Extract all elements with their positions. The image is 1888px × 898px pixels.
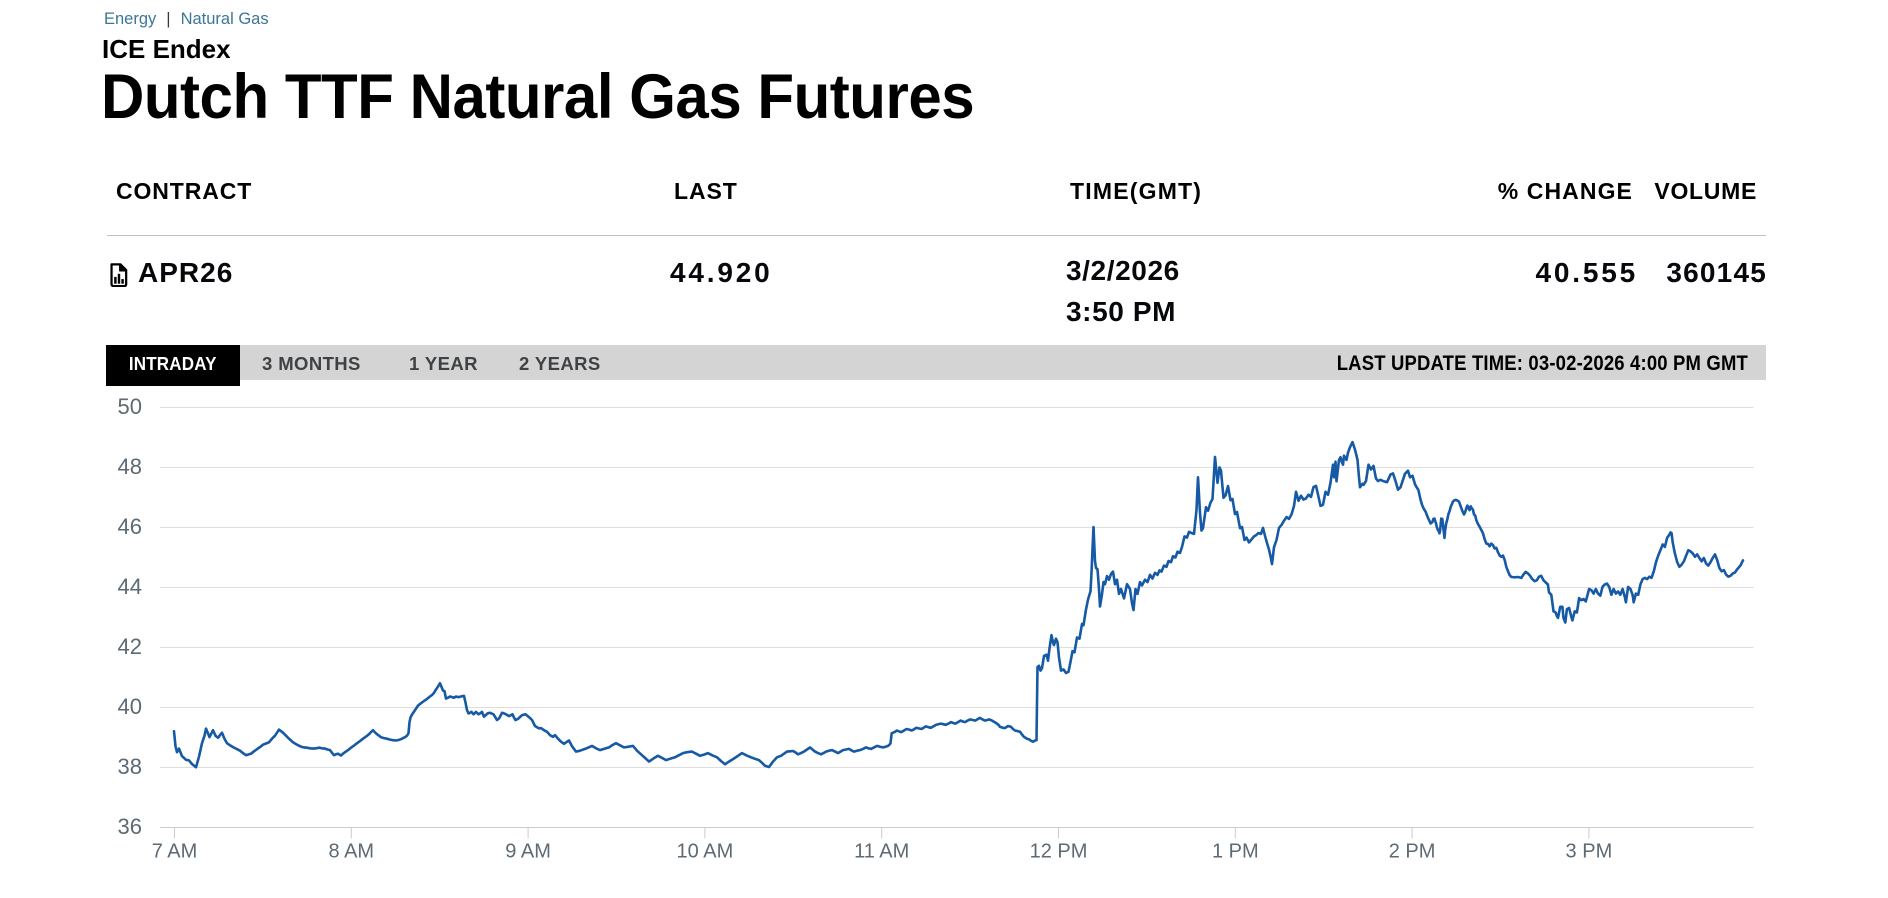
svg-text:42: 42 — [118, 634, 142, 659]
svg-text:11 AM: 11 AM — [854, 841, 909, 863]
svg-text:44: 44 — [118, 574, 142, 599]
svg-text:9 AM: 9 AM — [505, 841, 551, 863]
svg-text:7 AM: 7 AM — [152, 841, 198, 863]
svg-text:46: 46 — [118, 514, 142, 539]
svg-text:2 PM: 2 PM — [1389, 841, 1436, 863]
svg-text:48: 48 — [118, 454, 142, 479]
svg-text:12 PM: 12 PM — [1030, 841, 1088, 863]
svg-text:3 PM: 3 PM — [1566, 841, 1613, 863]
svg-text:10 AM: 10 AM — [677, 841, 734, 863]
svg-text:8 AM: 8 AM — [329, 841, 375, 863]
svg-text:38: 38 — [118, 754, 142, 779]
svg-text:36: 36 — [118, 814, 142, 839]
svg-text:1 PM: 1 PM — [1212, 841, 1259, 863]
svg-text:40: 40 — [118, 694, 142, 719]
svg-text:50: 50 — [118, 394, 142, 419]
